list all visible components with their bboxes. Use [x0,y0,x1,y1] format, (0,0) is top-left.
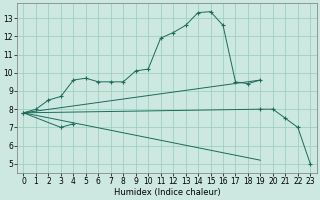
X-axis label: Humidex (Indice chaleur): Humidex (Indice chaleur) [114,188,220,197]
